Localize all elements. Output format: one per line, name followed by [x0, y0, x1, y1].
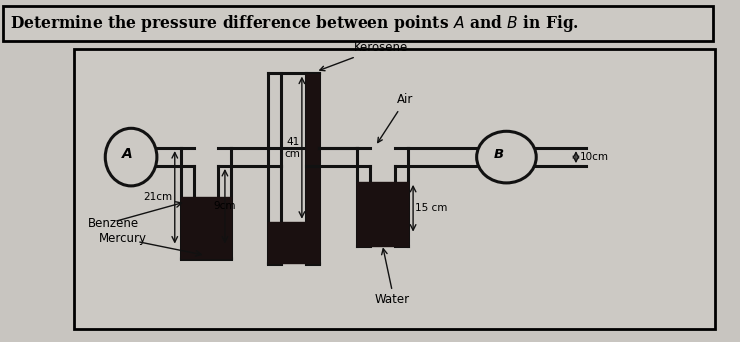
- Ellipse shape: [105, 128, 157, 186]
- Text: Benzene: Benzene: [87, 216, 138, 229]
- Text: Determine the pressure difference between points $A$ and $B$ in Fig.: Determine the pressure difference betwee…: [10, 13, 579, 34]
- Bar: [75, 49, 715, 329]
- Text: Water: Water: [374, 293, 410, 306]
- Text: Kerosene: Kerosene: [320, 41, 408, 71]
- Bar: [3, 6, 713, 41]
- Ellipse shape: [477, 131, 536, 183]
- Text: 9cm: 9cm: [214, 201, 236, 211]
- Text: 15 cm: 15 cm: [415, 203, 448, 213]
- Text: Mercury: Mercury: [99, 232, 147, 245]
- Text: Air: Air: [377, 93, 414, 143]
- Text: 41: 41: [286, 137, 300, 147]
- Text: cm: cm: [284, 149, 300, 159]
- Text: B: B: [494, 148, 503, 161]
- Text: A: A: [122, 147, 132, 161]
- Text: 21cm: 21cm: [144, 192, 172, 202]
- Text: 10cm: 10cm: [580, 152, 609, 162]
